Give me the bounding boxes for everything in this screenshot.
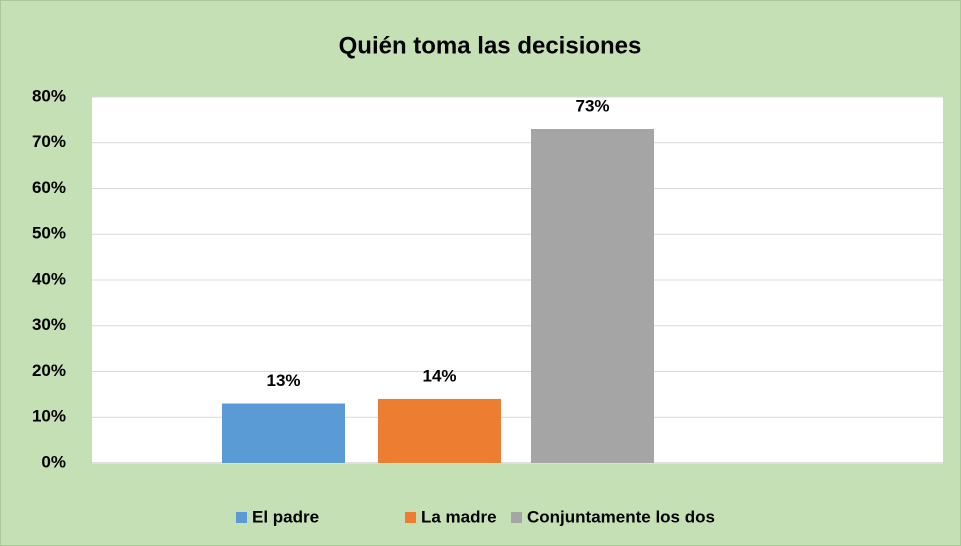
legend-swatch	[236, 512, 247, 523]
legend-swatch	[511, 512, 522, 523]
y-tick-label: 40%	[32, 269, 66, 288]
legend-label: El padre	[252, 507, 319, 526]
y-tick-label: 30%	[32, 315, 66, 334]
y-tick-label: 20%	[32, 361, 66, 380]
legend-label: La madre	[421, 507, 497, 526]
data-label: 14%	[422, 366, 456, 385]
y-tick-label: 50%	[32, 224, 66, 243]
bar	[222, 403, 345, 463]
bar	[531, 129, 654, 463]
y-tick-label: 80%	[32, 86, 66, 105]
bar	[378, 398, 501, 463]
y-tick-label: 10%	[32, 407, 66, 426]
y-tick-label: 0%	[41, 452, 66, 471]
y-tick-label: 70%	[32, 132, 66, 151]
legend-label: Conjuntamente los dos	[527, 507, 715, 526]
y-tick-label: 60%	[32, 178, 66, 197]
data-label: 13%	[266, 371, 300, 390]
legend-swatch	[405, 512, 416, 523]
data-label: 73%	[575, 97, 609, 116]
chart-title: Quién toma las decisiones	[339, 32, 642, 59]
